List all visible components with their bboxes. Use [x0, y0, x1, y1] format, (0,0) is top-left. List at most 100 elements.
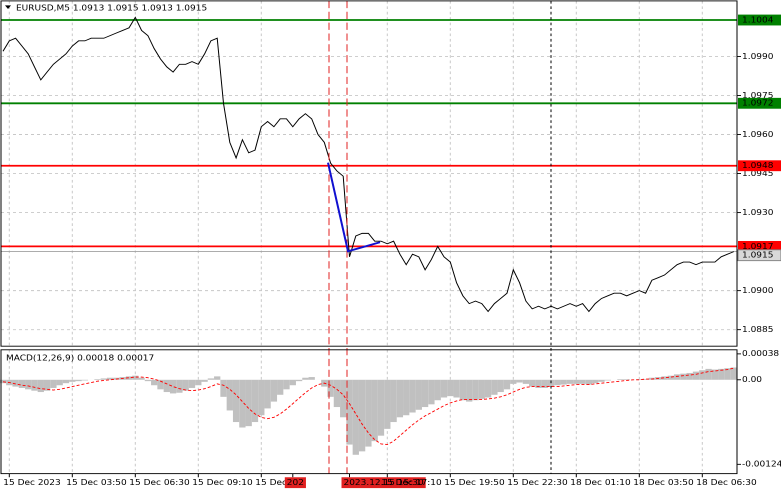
- x-tick-highlight: [341, 477, 426, 489]
- macd-bar: [245, 379, 252, 427]
- menu-arrow: [5, 5, 11, 10]
- x-tick-label: 202: [287, 478, 304, 487]
- macd-bar: [522, 379, 530, 384]
- level-label: 1.1004: [742, 16, 773, 25]
- macd-bar: [503, 379, 511, 390]
- macd-bar: [25, 379, 32, 390]
- macd-bar: [705, 368, 712, 380]
- macd-bar: [579, 379, 586, 384]
- macd-bar: [56, 379, 63, 386]
- level-label: 1.0948: [742, 161, 773, 170]
- macd-bar: [661, 376, 668, 380]
- macd-bar: [472, 379, 479, 401]
- x-tick-label: 15 Dec 06:30: [129, 478, 189, 487]
- macd-bar: [667, 375, 674, 380]
- macd-bar: [12, 379, 19, 387]
- y-tick-label: -0.00124: [742, 460, 781, 469]
- macd-bar: [573, 379, 580, 384]
- macd-bar: [169, 379, 177, 394]
- macd-bar: [151, 379, 158, 386]
- y-tick-label: 1.0885: [742, 325, 773, 334]
- x-tick-label: 18 Dec 01:10: [570, 478, 630, 487]
- macd-bar: [617, 379, 624, 380]
- macd-bar: [358, 379, 366, 452]
- macd-bar: [163, 379, 170, 393]
- macd-bar: [459, 379, 467, 401]
- macd-bar: [390, 379, 397, 423]
- macd-bar: [69, 379, 76, 382]
- macd-bar: [302, 377, 309, 380]
- macd-bar: [201, 379, 208, 382]
- macd-bar: [50, 379, 57, 388]
- x-tick-label: 15 Dec 09:10: [192, 478, 252, 487]
- y-tick-label: 0.00: [742, 376, 762, 385]
- macd-bar: [453, 379, 460, 398]
- x-tick-label: 18 Dec 06:30: [696, 478, 756, 487]
- macd-bar: [132, 375, 139, 380]
- y-tick-label: 1.0945: [742, 169, 773, 178]
- macd-bar: [144, 379, 152, 382]
- trend-annotation: [327, 162, 381, 253]
- macd-bar: [176, 379, 183, 393]
- macd-bar: [421, 379, 429, 408]
- macd-bar: [403, 379, 410, 416]
- macd-bar: [466, 379, 473, 402]
- macd-bar: [711, 369, 719, 380]
- macd-bar: [491, 379, 498, 395]
- macd-bar: [718, 368, 725, 380]
- x-tick-label: 15 Dec 03:50: [66, 478, 126, 487]
- macd-bar: [346, 379, 353, 445]
- macd-bar: [699, 370, 706, 380]
- level-label: 1.0917: [742, 242, 773, 251]
- macd-bar: [377, 379, 385, 436]
- x-tick-label: 2023.12.15 15:30: [343, 478, 423, 487]
- macd-bar: [730, 367, 737, 380]
- macd-bar: [75, 379, 82, 382]
- macd-bar: [264, 379, 271, 409]
- macd-bar: [384, 379, 391, 429]
- macd-bar: [434, 379, 441, 401]
- macd-bar: [484, 379, 492, 398]
- macd-bar: [270, 379, 278, 402]
- y-tick-label: 1.0930: [742, 208, 773, 217]
- macd-bar: [232, 379, 240, 423]
- macd-bar: [623, 379, 630, 380]
- macd-bar: [592, 379, 599, 384]
- macd-bar: [226, 379, 233, 411]
- macd-bar: [428, 379, 435, 405]
- axis-layer: 1.0990 1.0975 1.0960 1.0945 1.0930 1.0900 1.08…: [3, 14, 781, 489]
- level-label-box: [738, 97, 781, 109]
- macd-bar: [31, 379, 38, 391]
- macd-bar: [43, 379, 51, 391]
- level-label-box: [738, 14, 781, 26]
- macd-bar: [258, 379, 265, 416]
- macd-title: MACD(12,26,9) 0.00018 0.00017: [6, 354, 154, 363]
- macd-bar: [604, 379, 611, 381]
- macd-bar: [516, 379, 523, 383]
- price-line: [2, 16, 735, 313]
- macd-bar: [333, 379, 341, 408]
- macd-bar: [541, 379, 548, 388]
- macd-bar: [497, 379, 504, 393]
- x-tick-label: 15 Dec 17:10: [381, 478, 441, 487]
- chart-title: EURUSD,M5 1.0913 1.0915 1.0913 1.0915: [16, 4, 207, 13]
- macd-bar: [182, 379, 189, 391]
- macd-bar: [365, 379, 372, 447]
- macd-bar: [510, 379, 517, 384]
- y-tick-label: 1.0975: [742, 91, 773, 100]
- macd-bar: [207, 378, 215, 380]
- macd-bar: [352, 379, 359, 455]
- macd-bar: [447, 379, 454, 397]
- macd-bar: [680, 373, 687, 380]
- macd-bar: [106, 377, 114, 380]
- macd-signal: [2, 367, 734, 445]
- level-label-box: [738, 160, 781, 172]
- current-price-box: [737, 249, 781, 262]
- macd-bar: [220, 379, 227, 397]
- macd-bar: [598, 379, 605, 382]
- x-tick-label: 15 Dec 22:30: [507, 478, 567, 487]
- macd-bar: [308, 377, 315, 380]
- x-tick-label: 15 Dec 2023: [3, 478, 60, 487]
- macd-bar: [560, 379, 567, 385]
